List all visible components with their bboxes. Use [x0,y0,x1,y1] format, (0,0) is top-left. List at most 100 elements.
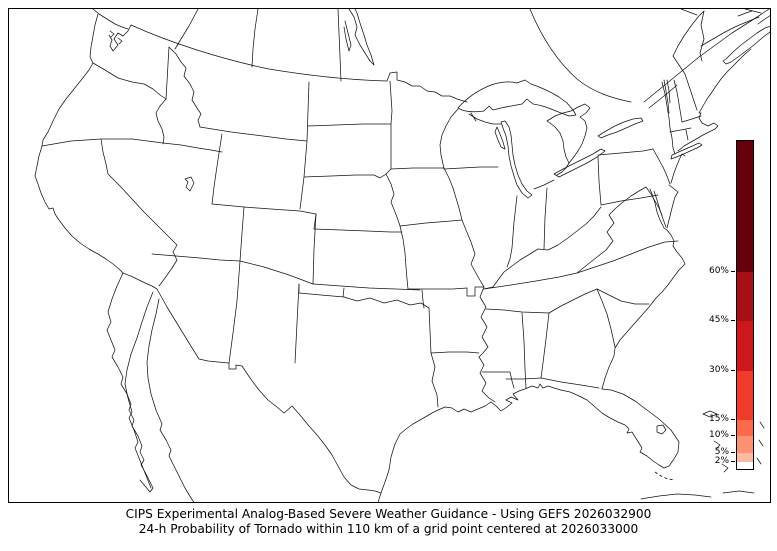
sask-manitoba-border-path [337,9,342,82]
mn-ia-border-path [390,167,445,170]
me-nh-border-path [672,55,698,111]
lower-mississippi-river-path [478,286,496,403]
tx-ar-94w-path [428,307,432,354]
new-brunswick-maine-border-path [699,10,705,62]
meridian-111w-path [211,133,223,205]
sc-ga-border-path [596,288,616,348]
meridian-109w-path [228,206,245,364]
ok-panhandle-path [298,283,345,298]
al-ga-border-path [540,312,550,379]
cuba-coast-path [640,490,755,500]
ontario-quebec-border-path [529,9,632,103]
us-canada-border-path [130,24,468,103]
lake-huron-path [546,103,591,164]
wv-va-border-path [605,186,647,251]
atlantic-coast-path [601,227,686,390]
map-frame [8,8,771,503]
lake-michigan-path [500,120,533,199]
lake-champlain-path [663,79,671,114]
parallel-42n-path [41,138,223,153]
mi-south-border-path [533,179,555,190]
il-in-border-path [506,195,518,268]
ma-north-border-path [681,115,702,123]
ut-az-border-path [151,253,241,262]
potomac-path [645,186,663,216]
id-mt-border-path [168,46,202,128]
in-oh-border-path [543,187,548,250]
al-fl-border-path [505,377,542,380]
colorbar-segment [737,141,753,273]
wy-co-border-41n-path [211,203,317,215]
st-lawrence-north-bank-path [643,9,770,103]
ky-tn-va-nc-36n-path [483,240,679,290]
bahamas-islands-path [702,410,765,473]
la-ms-border-path [481,371,515,389]
new-england-coast-path [677,48,752,152]
puget-sound-path [108,24,132,52]
colorbar-segment [737,272,753,322]
wi-west-border-path [439,108,459,170]
lake-ontario-path [597,117,644,139]
ca-nv-border-path [100,138,178,287]
me-qc-border-path [672,10,705,57]
lake-erie-path [553,148,606,178]
mt-wy-border-path [199,126,308,142]
ny-vt-border-path [661,81,676,155]
pa-nj-delaware-river-path [652,148,671,185]
colorbar-segment [737,419,753,437]
st-lawrence-south-bank-path [648,84,678,109]
nova-scotia-path [722,25,770,65]
baja-outer-coast-path [106,272,154,493]
wa-id-border-path [165,46,170,100]
florida-coast-path [586,388,680,469]
gaspe-coast-path [700,16,760,47]
caption: CIPS Experimental Analog-Based Severe We… [0,507,777,536]
us-mexico-border-path [122,272,243,370]
sonora-coast-path [146,298,195,502]
co-ks-102w-path [312,213,317,285]
mn-west-border-path [385,80,393,175]
coastlines [34,9,765,502]
lake-superior-path [457,79,577,117]
bc-alberta-border-path [174,9,199,50]
colorbar-segment [737,370,753,420]
ok-ar-border-path [421,289,425,309]
caption-line-2: 24-h Probability of Tornado within 110 k… [138,521,639,536]
tn-nc-border-path [548,288,598,314]
canada-geography [130,9,770,109]
nc-sc-border-path [596,288,650,305]
vancouver-island-path [92,9,129,45]
wi-il-border-path [443,166,499,170]
ar-la-border-path [430,351,480,354]
great-lakes [457,79,644,199]
meridian-104w-path [299,81,310,210]
lake-st-clair-path [556,162,570,176]
long-island-path [670,142,703,160]
mo-ar-border-path [407,286,485,297]
nm-tx-103w-path [294,283,300,364]
colorbar-segment [737,452,753,463]
pa-borders-path [597,148,659,206]
or-id-border-path [155,98,167,145]
state-borders [41,10,705,502]
ky-va-border-path [576,249,607,274]
lake-winnipeg-path [343,9,375,66]
rio-grande-path [241,365,382,502]
ga-fl-border-path [540,377,600,389]
co-nm-border-path [239,260,314,285]
caption-line-1: CIPS Experimental Analog-Based Severe We… [125,507,652,521]
upper-mississippi-river-path [443,167,485,288]
conus-basemap [34,9,770,502]
upper-peninsula-shore-path [468,112,502,125]
ohio-river-path [483,206,602,290]
vt-nh-border-path [673,79,683,123]
ms-al-border-path [521,312,527,389]
colorbar-segment [737,436,753,453]
ne-ks-border-path [313,228,403,233]
green-bay-path [494,126,506,150]
sd-ne-border-path [303,173,387,179]
cape-breton-pei-path [737,10,770,25]
pacific-coast-path [34,13,124,274]
alberta-sask-border-path [251,9,259,68]
wa-or-border-path [92,62,167,100]
